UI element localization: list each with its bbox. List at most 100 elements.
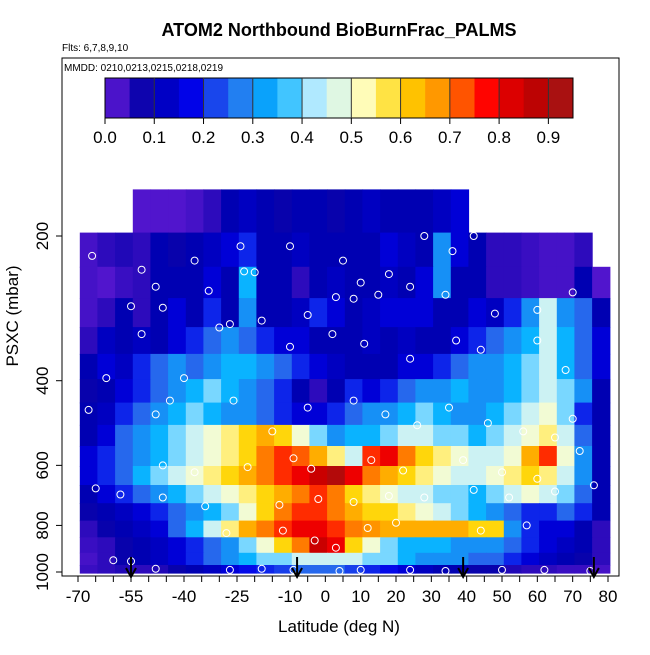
colorbar-swatch [203, 78, 229, 118]
flight-point [165, 396, 174, 405]
heatmap-cell [238, 353, 258, 380]
heatmap-cell [132, 298, 152, 328]
heatmap-cell [203, 466, 222, 486]
heatmap-cell [415, 565, 434, 574]
heatmap-cell [556, 266, 576, 299]
heatmap-cell [327, 379, 346, 404]
heatmap-cell [79, 402, 99, 426]
flight-point [225, 565, 234, 574]
heatmap-cell [327, 485, 346, 504]
heatmap-cell [274, 537, 293, 554]
flight-point [204, 286, 213, 295]
heatmap-cell [433, 327, 452, 355]
heatmap-cell [450, 402, 470, 426]
heatmap-cell [503, 485, 523, 504]
x-tick-label: -10 [278, 587, 303, 606]
heatmap-cell [256, 446, 275, 467]
flight-point [420, 493, 429, 502]
heatmap-cell [327, 466, 346, 486]
flight-point [180, 374, 188, 383]
heatmap-cell [521, 565, 540, 574]
heatmap-cell [397, 232, 417, 268]
heatmap-cell [79, 232, 99, 268]
heatmap-cell [503, 424, 523, 447]
heatmap-cell [291, 446, 311, 467]
heatmap-cell [380, 446, 399, 467]
colorbar-tick-label: 0.8 [487, 128, 511, 147]
flight-point [483, 419, 492, 428]
heatmap-cell [168, 565, 187, 574]
heatmap-cell [415, 424, 434, 447]
colorbar-swatch [105, 78, 131, 118]
heatmap-cell [221, 446, 240, 467]
flight-point [314, 495, 323, 503]
colorbar-swatch [228, 78, 254, 118]
heatmap-cell [221, 552, 240, 566]
flight-point [568, 288, 577, 297]
heatmap-cell [115, 552, 134, 566]
heatmap-cell [221, 232, 240, 268]
heatmap-cell [274, 503, 293, 522]
flight-arrow-head [291, 567, 303, 580]
heatmap-cell [79, 537, 99, 554]
heatmap-cell [221, 353, 240, 380]
heatmap-cell [539, 537, 558, 554]
heatmap-cell [486, 565, 505, 574]
heatmap-cell [97, 552, 116, 566]
x-tick-label: -70 [66, 587, 91, 606]
heatmap-cell [521, 520, 540, 538]
heatmap-cell [362, 520, 381, 538]
heatmap-cell [327, 266, 346, 299]
x-tick-label: 70 [563, 587, 582, 606]
heatmap-cell [309, 503, 328, 522]
heatmap-cell [309, 379, 328, 404]
heatmap-cell [256, 503, 275, 522]
x-tick-label: 40 [457, 587, 476, 606]
heatmap-cell [344, 565, 364, 574]
heatmap-cell [344, 402, 364, 426]
heatmap-cell [486, 232, 505, 268]
heatmap-cell [309, 189, 328, 234]
heatmap-cell [168, 520, 187, 538]
colorbar-swatch [425, 78, 451, 118]
heatmap-cell [291, 552, 311, 566]
heatmap-cell [556, 379, 576, 404]
heatmap-cell [203, 537, 222, 554]
flight-point [339, 256, 347, 265]
heatmap-cell [132, 379, 152, 404]
heatmap-cell [468, 298, 487, 328]
heatmap-cell [433, 520, 452, 538]
heatmap-cell [185, 266, 205, 299]
heatmap-cell [97, 327, 116, 355]
heatmap-cell [168, 327, 187, 355]
heatmap-cell [221, 402, 240, 426]
heatmap-cell [521, 379, 540, 404]
heatmap-cell [450, 552, 470, 566]
x-tick-label: 0 [321, 587, 330, 606]
heatmap-cell [433, 379, 452, 404]
heatmap-cell [150, 327, 169, 355]
heatmap-cell [592, 537, 611, 554]
heatmap-cell [486, 485, 505, 504]
heatmap-cell [503, 402, 523, 426]
heatmap-cell [203, 424, 222, 447]
heatmap-cell [291, 379, 311, 404]
heatmap-cell [79, 552, 99, 566]
heatmap-cell [132, 424, 152, 447]
flight-point [289, 454, 298, 463]
heatmap-cell [238, 327, 258, 355]
heatmap-cell [556, 232, 576, 268]
colorbar-swatch [178, 78, 204, 118]
flight-point [158, 303, 167, 312]
heatmap-cell [238, 232, 258, 268]
heatmap-cell [574, 266, 593, 299]
heatmap-cell [539, 266, 558, 299]
heatmap-cell [115, 446, 134, 467]
heatmap-cell [556, 446, 576, 467]
colorbar-swatch [129, 78, 155, 118]
flight-point [540, 565, 549, 574]
heatmap-cell [203, 503, 222, 522]
heatmap-cell [274, 232, 293, 268]
heatmap-cell [450, 298, 470, 328]
heatmap-cell [450, 266, 470, 299]
